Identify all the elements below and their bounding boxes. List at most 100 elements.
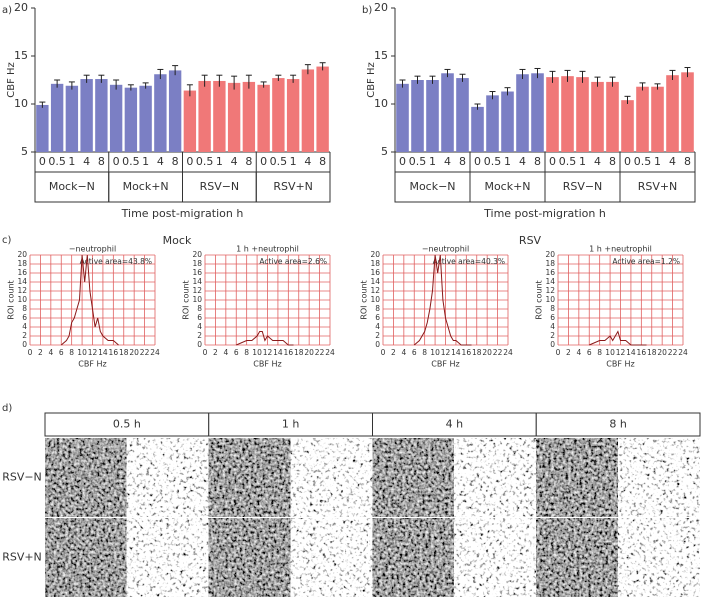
bar — [198, 80, 211, 152]
y-tick-label: 6 — [375, 313, 380, 322]
x-tick-label: 4 — [519, 155, 526, 168]
y-tick-label: 16 — [17, 268, 27, 277]
y-axis-label: CBF Hz — [6, 62, 17, 98]
x-tick-label: 4 — [231, 155, 238, 168]
x-tick-label: 6 — [587, 348, 592, 357]
y-tick-label: 10 — [14, 97, 28, 110]
x-tick-label: 4 — [83, 155, 90, 168]
x-tick-label: 12 — [88, 348, 98, 357]
x-tick-label: 12 — [616, 348, 626, 357]
x-tick-label: 10 — [77, 348, 87, 357]
x-tick-label: 10 — [605, 348, 615, 357]
x-tick-label: 4 — [444, 155, 451, 168]
y-tick-label: 0 — [375, 340, 380, 349]
y-axis-label: ROI count — [535, 280, 544, 319]
x-tick-label: 0.5 — [196, 155, 214, 168]
micrograph-map — [290, 518, 373, 597]
micrograph-map — [454, 518, 537, 597]
bar — [242, 81, 256, 152]
bar — [227, 82, 241, 152]
y-tick-label: 8 — [197, 304, 202, 313]
micrograph-map — [126, 438, 209, 517]
bar — [213, 80, 226, 152]
y-tick-label: 0 — [550, 340, 555, 349]
bar — [139, 85, 152, 152]
x-tick-label: 1 — [429, 155, 436, 168]
y-tick-label: 14 — [17, 277, 27, 286]
y-tick-label: 0 — [197, 340, 202, 349]
bar — [441, 73, 454, 152]
y-tick-label: 15 — [14, 49, 28, 62]
chart-title: −neutrophil — [422, 245, 470, 254]
bar — [501, 91, 514, 152]
micrograph-map — [126, 518, 209, 597]
x-tick-label: 1 — [579, 155, 586, 168]
x-axis-label: CBF Hz — [431, 360, 459, 369]
bar — [546, 77, 559, 152]
y-tick-label: 8 — [375, 304, 380, 313]
micrograph-raw — [208, 518, 291, 597]
bar — [316, 66, 329, 152]
bar — [95, 79, 108, 152]
x-axis-label: Time post-migration h — [483, 207, 606, 220]
x-tick-label: 0 — [624, 155, 631, 168]
x-tick-label: 16 — [462, 348, 472, 357]
x-tick-label: 14 — [451, 348, 461, 357]
y-tick-label: 5 — [381, 145, 388, 158]
x-tick-label: 0 — [186, 155, 193, 168]
x-tick-label: 0 — [260, 155, 267, 168]
y-tick-label: 16 — [192, 268, 202, 277]
bar — [426, 80, 439, 152]
x-tick-label: 0.5 — [270, 155, 288, 168]
annotation: Active area=43.8% — [80, 257, 152, 266]
x-tick-label: 14 — [273, 348, 283, 357]
x-tick-label: 8 — [684, 155, 691, 168]
x-tick-label: 10 — [252, 348, 262, 357]
micrograph-raw — [372, 438, 455, 517]
y-tick-label: 18 — [17, 259, 27, 268]
bar — [456, 78, 469, 152]
y-tick-label: 12 — [17, 286, 27, 295]
chart-title: 1 h +neutrophil — [589, 245, 652, 254]
bar — [183, 90, 197, 152]
micrograph-map — [290, 438, 373, 517]
bar — [561, 76, 574, 152]
x-tick-label: 22 — [493, 348, 503, 357]
y-tick-label: 18 — [370, 259, 380, 268]
chart-title: 1 h +neutrophil — [236, 245, 299, 254]
x-tick-label: 22 — [315, 348, 325, 357]
bar — [651, 86, 664, 152]
x-tick-label: 0.5 — [409, 155, 427, 168]
x-tick-label: 0.5 — [559, 155, 577, 168]
y-tick-label: 6 — [550, 313, 555, 322]
x-tick-label: 4 — [669, 155, 676, 168]
bar — [168, 70, 182, 152]
y-tick-label: 10 — [192, 295, 202, 304]
y-axis-label: ROI count — [182, 280, 191, 319]
bar — [531, 73, 544, 152]
x-tick-label: 0 — [381, 348, 386, 357]
x-tick-label: 4 — [223, 348, 228, 357]
x-tick-label: 20 — [304, 348, 314, 357]
y-tick-label: 12 — [192, 286, 202, 295]
x-tick-label: 8 — [98, 155, 105, 168]
bar — [516, 74, 529, 152]
y-tick-label: 20 — [374, 1, 388, 14]
x-tick-label: 0 — [549, 155, 556, 168]
y-tick-label: 4 — [550, 322, 555, 331]
bar — [301, 69, 315, 152]
x-axis-label: CBF Hz — [253, 360, 281, 369]
micrograph-map — [618, 438, 700, 517]
x-tick-label: 6 — [412, 348, 417, 357]
bar — [591, 81, 604, 152]
x-tick-label: 0 — [39, 155, 46, 168]
x-tick-label: 18 — [119, 348, 129, 357]
x-tick-label: 16 — [109, 348, 119, 357]
y-tick-label: 10 — [545, 295, 555, 304]
y-tick-label: 8 — [22, 304, 27, 313]
y-tick-label: 20 — [192, 250, 202, 259]
x-tick-label: 8 — [244, 348, 249, 357]
x-tick-label: 16 — [637, 348, 647, 357]
row-label: RSV−N — [2, 471, 42, 484]
annotation: Active area=2.6% — [259, 257, 327, 266]
